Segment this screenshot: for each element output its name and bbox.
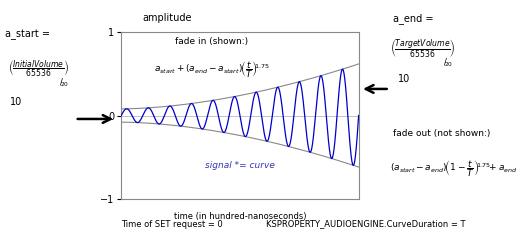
- Text: $a_{start} + (a_{end} - a_{start})\!\left(\dfrac{t}{T}\right)^{\!\!1.75}$: $a_{start} + (a_{end} - a_{start})\!\lef…: [154, 59, 269, 80]
- Text: time (in hundred-nanoseconds): time (in hundred-nanoseconds): [174, 212, 306, 221]
- Text: 10: 10: [10, 97, 23, 107]
- Text: KSPROPERTY_AUDIOENGINE.CurveDuration = T: KSPROPERTY_AUDIOENGINE.CurveDuration = T: [266, 220, 465, 228]
- Text: amplitude: amplitude: [142, 13, 191, 23]
- Text: $(a_{start} - a_{end})\!\left(1 - \dfrac{t}{T}\right)^{\!\!1.75}\!\! + a_{end}$: $(a_{start} - a_{end})\!\left(1 - \dfrac…: [390, 158, 516, 179]
- Text: a_start =: a_start =: [5, 29, 50, 40]
- Text: fade in (shown:): fade in (shown:): [175, 37, 248, 46]
- Text: $\left(\dfrac{TargetVolume}{65536}\right)$: $\left(\dfrac{TargetVolume}{65536}\right…: [390, 37, 455, 60]
- Text: 10: 10: [398, 73, 411, 84]
- Text: fade out (not shown:): fade out (not shown:): [393, 130, 491, 138]
- Text: Time of SET request = 0: Time of SET request = 0: [121, 220, 223, 228]
- Text: signal *= curve: signal *= curve: [205, 161, 275, 170]
- Text: $\left(\dfrac{InitialVolume}{65536}\right)$: $\left(\dfrac{InitialVolume}{65536}\righ…: [8, 59, 69, 79]
- Text: a_end =: a_end =: [393, 13, 433, 24]
- Text: $/_{\!\!20}$: $/_{\!\!20}$: [59, 77, 69, 89]
- Text: $/_{\!\!20}$: $/_{\!\!20}$: [443, 56, 453, 69]
